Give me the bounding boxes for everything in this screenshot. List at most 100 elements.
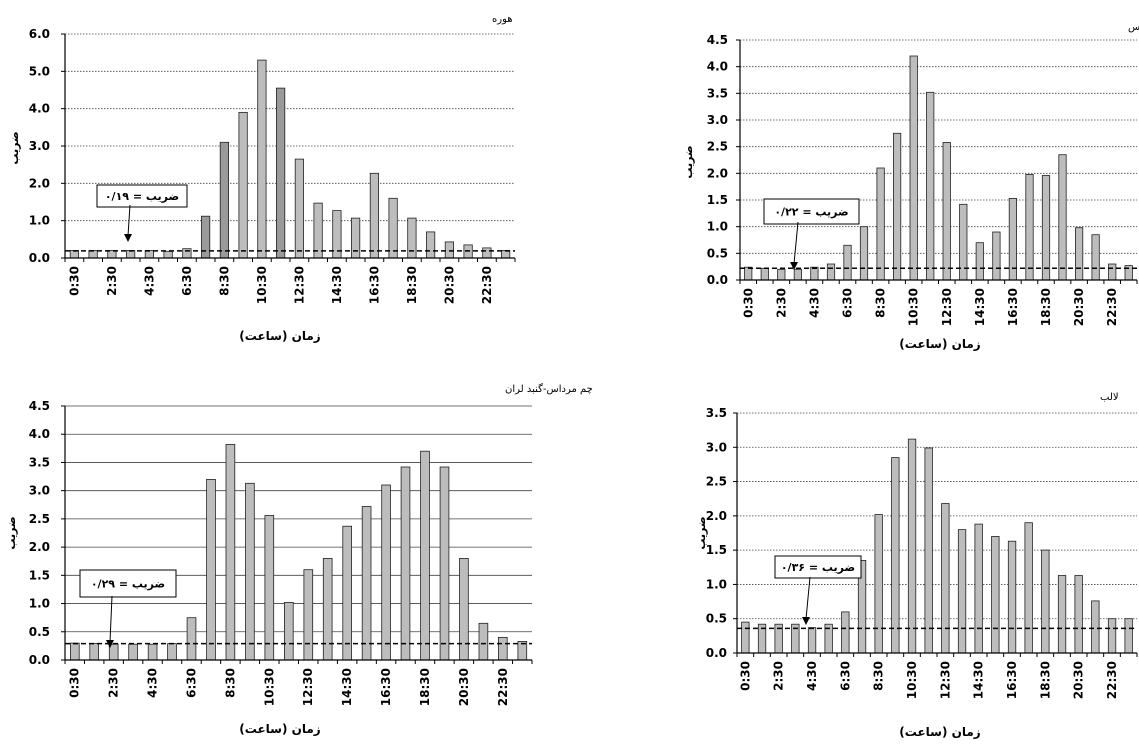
y-tick-label: 3.5 — [707, 86, 728, 100]
x-tick-label: 12:30 — [292, 266, 306, 304]
y-tick-label: 4.0 — [29, 427, 50, 441]
x-tick-label: 10:30 — [255, 266, 269, 304]
bar — [275, 87, 286, 259]
x-tick-label: 4:30 — [807, 288, 821, 318]
bar — [70, 642, 80, 661]
x-tick-label: 0:30 — [67, 266, 81, 296]
x-tick-label: 22:30 — [1105, 288, 1119, 326]
y-tick-label: 2.0 — [29, 176, 50, 190]
annotation-label: ضریب = ۰/۱۹ — [105, 190, 179, 203]
bar — [313, 202, 323, 259]
x-tick-label: 4:30 — [805, 661, 819, 691]
x-tick-label: 6:30 — [184, 668, 198, 698]
x-tick-label: 20:30 — [1072, 288, 1086, 326]
bar — [992, 231, 1001, 281]
bar — [876, 167, 885, 281]
x-tick-label: 18:30 — [1039, 288, 1053, 326]
bar — [1007, 540, 1017, 654]
annotation-box — [774, 555, 862, 579]
bar — [1041, 549, 1050, 654]
x-tick-label: 22:30 — [496, 668, 510, 706]
bar — [186, 617, 197, 661]
annotation-arrow — [109, 595, 113, 643]
x-tick-label: 6:30 — [180, 266, 194, 296]
bar — [926, 91, 935, 281]
annotation-box — [763, 198, 860, 225]
x-tick-label: 4:30 — [142, 266, 156, 296]
bar — [874, 514, 883, 654]
x-tick-label: 14:30 — [973, 288, 987, 326]
annotation-arrowhead — [106, 640, 114, 648]
bar — [793, 268, 803, 281]
bar — [264, 515, 275, 661]
bar — [238, 112, 248, 259]
x-tick-label: 10:30 — [905, 661, 919, 699]
x-tick-label: 14:30 — [972, 661, 986, 699]
chart-3: چم مرداس-گنبد لران 0.0 0.5 1.0 1.5 2.0 2.5 3.0 3… — [5, 383, 593, 736]
y-tick-label: 0.0 — [706, 646, 727, 660]
bar — [1025, 173, 1034, 281]
bar — [1057, 575, 1067, 654]
bar — [482, 247, 492, 259]
x-axis-label: زمان (ساعت) — [899, 337, 981, 351]
bar — [1108, 263, 1117, 281]
y-axis-label: ضریب — [695, 516, 708, 549]
bar — [760, 267, 769, 281]
x-tick-label: 6:30 — [838, 661, 852, 691]
x-tick-label: 10:30 — [262, 668, 276, 706]
x-tick-label: 18:30 — [405, 266, 419, 304]
bar — [1124, 618, 1133, 654]
chart-title: چم مرداس-گنبد لران — [505, 383, 593, 395]
bar — [1058, 154, 1067, 281]
y-tick-label: 0.0 — [29, 251, 50, 265]
x-axis-label: زمان (ساعت) — [239, 329, 321, 343]
x-tick-label: 14:30 — [330, 266, 344, 304]
bar — [322, 558, 333, 661]
y-tick-label: 2.5 — [707, 140, 728, 154]
y-tick-label: 3.0 — [29, 484, 50, 498]
bar — [342, 525, 352, 661]
annotation-arrow — [127, 204, 131, 237]
bar — [957, 529, 967, 654]
annotation-arrow — [805, 576, 811, 620]
bar — [1075, 227, 1084, 281]
x-tick-label: 12:30 — [938, 661, 952, 699]
x-tick-label: 22:30 — [480, 266, 494, 304]
bar — [89, 643, 100, 661]
y-tick-label: 6.0 — [29, 27, 50, 41]
x-tick-label: 10:30 — [907, 288, 921, 326]
bar — [459, 558, 469, 661]
x-tick-label: 22:30 — [1105, 661, 1119, 699]
annotation-label: ضریب = ۰/۳۶ — [781, 561, 855, 574]
x-tick-label: 14:30 — [340, 668, 354, 706]
bar — [225, 443, 236, 661]
annotation-arrowhead — [790, 262, 798, 270]
x-tick-label: 8:30 — [872, 661, 886, 691]
y-tick-label: 2.0 — [707, 166, 728, 180]
x-tick-label: 16:30 — [1005, 661, 1019, 699]
y-tick-label: 0.0 — [29, 653, 50, 667]
bar — [425, 231, 436, 259]
bar — [303, 569, 314, 661]
y-tick-label: 4.5 — [29, 399, 50, 413]
x-tick-label: 0:30 — [741, 288, 755, 318]
y-tick-label: 2.0 — [29, 540, 50, 554]
x-tick-label: 18:30 — [418, 668, 432, 706]
y-tick-label: 1.5 — [29, 568, 50, 582]
bar — [843, 244, 852, 281]
bar — [909, 55, 918, 281]
x-axis-label: زمان (ساعت) — [899, 725, 981, 739]
bar — [147, 643, 158, 661]
annotation-arrowhead — [802, 617, 810, 625]
bar — [744, 266, 753, 281]
bar — [163, 250, 173, 259]
y-tick-label: 0.0 — [707, 273, 728, 287]
y-tick-label: 1.5 — [707, 193, 728, 207]
bar — [369, 172, 380, 259]
bar — [128, 643, 138, 661]
bar — [741, 621, 750, 654]
bar — [1107, 618, 1117, 654]
y-tick-label: 1.0 — [29, 214, 50, 228]
annotation-label: ضریب = ۰/۲۹ — [91, 578, 165, 591]
